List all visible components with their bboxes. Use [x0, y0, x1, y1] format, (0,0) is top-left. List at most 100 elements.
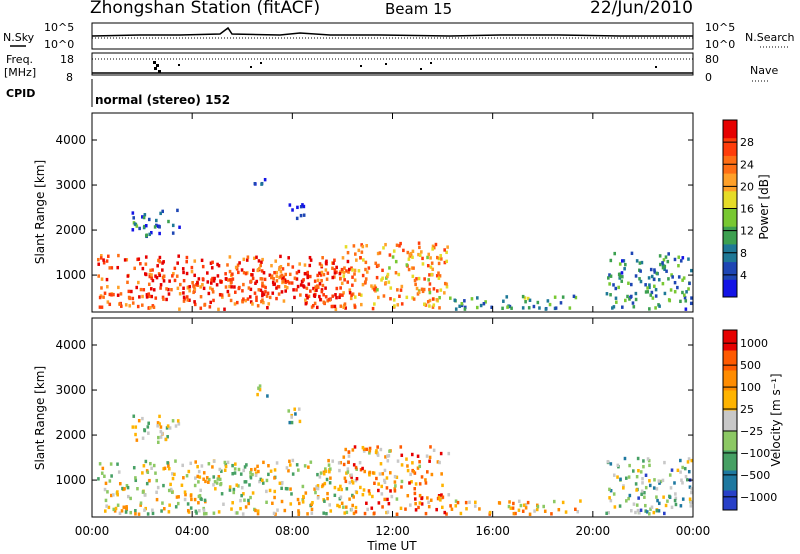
radar-cell	[237, 484, 240, 488]
radar-cell	[362, 449, 366, 453]
radar-cell	[273, 495, 276, 500]
radar-cell	[224, 272, 227, 276]
radar-cell	[148, 294, 151, 299]
radar-cell	[284, 272, 288, 277]
radar-cell	[430, 272, 434, 277]
radar-cell	[237, 467, 241, 472]
radar-cell	[320, 288, 324, 292]
radar-cell	[346, 280, 350, 284]
radar-cell	[690, 268, 693, 273]
radar-cell	[102, 258, 105, 262]
radar-cell	[505, 295, 509, 299]
radar-cell	[339, 460, 342, 465]
radar-cell	[320, 270, 324, 275]
radar-cell	[689, 301, 693, 306]
radar-cell	[279, 269, 283, 274]
radar-cell	[105, 259, 109, 263]
radar-cell	[282, 279, 285, 283]
radar-cell	[390, 494, 394, 499]
radar-cell	[428, 273, 431, 277]
radar-cell	[408, 481, 411, 485]
radar-cell	[392, 298, 396, 302]
radar-cell	[264, 285, 267, 290]
radar-cell	[417, 241, 421, 245]
radar-cell	[267, 472, 270, 477]
radar-cell	[458, 304, 461, 308]
radar-cell	[256, 304, 260, 308]
radar-cell	[346, 470, 350, 474]
radar-cell	[105, 277, 109, 282]
radar-cell	[272, 277, 275, 281]
radar-cell	[282, 299, 286, 303]
radar-cell	[131, 425, 135, 429]
radar-cell	[445, 282, 449, 286]
radar-cell	[650, 274, 654, 279]
radar-cell	[260, 182, 263, 186]
radar-cell	[382, 294, 386, 298]
radar-cell	[661, 281, 665, 286]
radar-cell	[340, 501, 344, 506]
radar-cell	[690, 458, 694, 463]
radar-cell	[351, 292, 355, 296]
radar-cell	[306, 512, 309, 516]
radar-cell	[196, 464, 199, 469]
radar-cell	[318, 294, 321, 299]
colorbar-tick-label: 24	[740, 158, 754, 171]
radar-cell	[279, 254, 282, 259]
radar-cell	[351, 275, 354, 279]
colorbar-segment	[723, 208, 737, 227]
radar-cell	[418, 493, 422, 498]
radar-cell	[348, 288, 352, 292]
radar-cell	[644, 503, 647, 508]
radar-cell	[653, 284, 656, 288]
radar-cell	[224, 285, 228, 289]
radar-cell	[287, 469, 290, 473]
radar-cell	[654, 287, 658, 292]
radar-cell	[373, 481, 376, 485]
radar-cell	[388, 253, 392, 257]
radar-cell	[652, 510, 656, 515]
radar-cell	[393, 487, 397, 491]
radar-cell	[275, 270, 279, 275]
radar-cell	[158, 273, 162, 278]
radar-cell	[156, 424, 159, 428]
radar-cell	[681, 278, 684, 282]
radar-cell	[175, 274, 179, 278]
radar-cell	[177, 254, 181, 258]
radar-cell	[344, 306, 347, 310]
radar-cell	[333, 485, 337, 490]
radar-cell	[283, 508, 287, 513]
radar-cell	[277, 267, 281, 272]
radar-cell	[304, 298, 307, 302]
radar-cell	[146, 425, 150, 429]
radar-cell	[367, 266, 371, 270]
radar-cell	[195, 511, 198, 515]
radar-cell	[399, 288, 403, 292]
radar-cell	[214, 487, 217, 491]
radar-cell	[278, 275, 281, 280]
colorbar-tick-label: −500	[740, 469, 770, 482]
radar-cell	[259, 263, 262, 268]
radar-cell	[193, 259, 197, 263]
radar-cell	[241, 299, 244, 303]
radar-cell	[134, 432, 137, 437]
radar-cell	[189, 506, 193, 510]
y-tick-label: 1000	[55, 473, 86, 487]
radar-cell	[100, 471, 104, 475]
radar-cell	[373, 284, 377, 288]
radar-cell	[113, 509, 117, 513]
radar-cell	[389, 297, 392, 301]
radar-cell	[345, 487, 349, 491]
radar-cell	[342, 291, 345, 295]
radar-cell	[291, 265, 295, 269]
radar-cell	[210, 266, 214, 270]
radar-cell	[351, 268, 354, 272]
colorbar-tick-label: 28	[740, 136, 754, 149]
radar-cell	[301, 498, 305, 502]
radar-cell	[342, 270, 346, 275]
radar-cell	[190, 269, 194, 274]
radar-cell	[186, 286, 190, 290]
radar-cell	[679, 504, 683, 508]
radar-cell	[367, 489, 371, 493]
radar-cell	[638, 261, 642, 265]
